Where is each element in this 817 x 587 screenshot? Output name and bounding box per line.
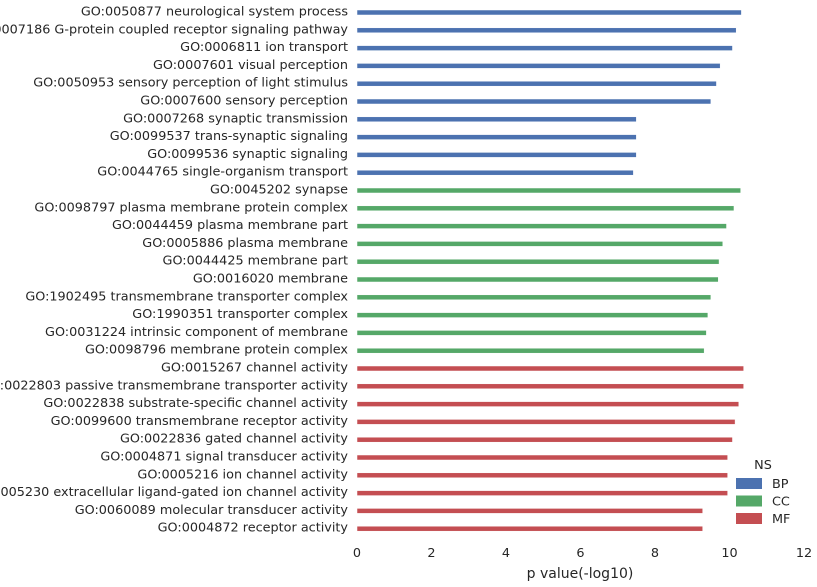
category-label-go-0099537: GO:0099537 trans-synaptic signaling: [110, 129, 348, 144]
category-label-go-0006811: GO:0006811 ion transport: [180, 40, 348, 55]
bar-go-0015267: [356, 365, 744, 372]
category-label-go-0022838: GO:0022838 substrate-specific channel ac…: [43, 396, 348, 411]
category-label-go-0007186: GO:0007186 G-protein coupled receptor si…: [0, 22, 348, 37]
category-label-go-0044459: GO:0044459 plasma membrane part: [112, 218, 348, 233]
bar-go-0060089: [356, 508, 703, 514]
bar-go-0099537: [356, 134, 637, 140]
bar-go-0099536: [356, 152, 637, 158]
bar-go-0007268: [356, 116, 637, 123]
bar-go-0022803: [356, 383, 744, 390]
bar-go-0004872: [356, 525, 703, 532]
category-label-go-0004871: GO:0004871 signal transducer activity: [100, 450, 348, 465]
category-label-go-0015267: GO:0015267 channel activity: [161, 361, 348, 376]
category-label-go-0005886: GO:0005886 plasma membrane: [142, 236, 348, 251]
category-label-go-1902495: GO:1902495 transmembrane transporter com…: [25, 289, 348, 304]
bar-go-0045202: [356, 187, 741, 194]
legend-label-cc: CC: [772, 495, 790, 510]
x-axis-title: p value(-log10): [527, 566, 634, 582]
category-label-go-1990351: GO:1990351 transporter complex: [132, 307, 348, 322]
category-label-go-0016020: GO:0016020 membrane: [193, 272, 348, 287]
category-label-go-0044425: GO:0044425 membrane part: [163, 254, 348, 269]
x-tick-label: 4: [502, 546, 510, 561]
legend-swatch-mf: [736, 513, 762, 524]
bar-go-0007601: [356, 63, 721, 69]
x-tick-label: 12: [796, 546, 812, 561]
bar-go-0044765: [356, 169, 634, 176]
category-label-go-0031224: GO:0031224 intrinsic component of membra…: [45, 325, 348, 340]
bars-layer: [356, 9, 744, 532]
x-tick-label: 0: [353, 546, 361, 561]
category-label-go-0045202: GO:0045202 synapse: [210, 183, 348, 198]
legend-swatch-bp: [736, 478, 762, 489]
category-label-go-0007601: GO:0007601 visual perception: [153, 58, 348, 73]
bar-go-0050877: [356, 9, 742, 16]
category-label-go-0005230: GO:0005230 extracellular ligand-gated io…: [0, 485, 348, 500]
bar-go-0022836: [356, 436, 733, 443]
category-label-go-0007600: GO:0007600 sensory perception: [140, 94, 348, 109]
x-tick-label: 10: [721, 546, 737, 561]
legend-swatch-cc: [736, 495, 762, 507]
category-labels: GO:0050877 neurological system process GO…: [0, 5, 348, 536]
x-tick-label: 2: [427, 546, 435, 561]
x-tick-label: 6: [576, 546, 584, 561]
bar-go-0022838: [356, 401, 740, 407]
category-label-go-0098797: GO:0098797 plasma membrane protein compl…: [34, 200, 348, 215]
category-label-go-0050953: GO:0050953 sensory perception of light s…: [33, 76, 348, 91]
legend-title: NS: [754, 458, 772, 473]
bar-go-1990351: [356, 312, 709, 318]
legend-label-bp: BP: [772, 477, 789, 492]
bar-go-0006811: [356, 45, 733, 51]
category-label-go-0022803: GO:0022803 passive transmembrane transpo…: [0, 378, 348, 393]
category-label-go-0005216: GO:0005216 ion channel activity: [137, 467, 348, 482]
bar-go-1902495: [356, 294, 712, 301]
category-label-go-0098796: GO:0098796 membrane protein complex: [85, 343, 348, 358]
bar-go-0099600: [356, 419, 736, 425]
bar-go-0098797: [356, 205, 735, 212]
legend-label-mf: MF: [772, 512, 790, 527]
bar-go-0005886: [356, 241, 724, 247]
bar-go-0005230: [356, 490, 728, 496]
x-axis-ticks: 0 2 4 6 8 10 12: [353, 546, 812, 561]
category-label-go-0007268: GO:0007268 synaptic transmission: [123, 111, 348, 126]
bar-go-0050953: [356, 80, 717, 87]
bar-go-0098796: [356, 347, 705, 354]
category-label-go-0022836: GO:0022836 gated channel activity: [120, 432, 348, 447]
category-label-go-0099536: GO:0099536 synaptic signaling: [147, 147, 348, 162]
category-label-go-0050877: GO:0050877 neurological system process: [81, 5, 348, 20]
bar-go-0044459: [356, 223, 727, 229]
category-label-go-0044765: GO:0044765 single-organism transport: [97, 165, 348, 180]
x-tick-label: 8: [651, 546, 659, 561]
bar-go-0031224: [356, 330, 707, 336]
category-label-go-0060089: GO:0060089 molecular transducer activity: [75, 503, 349, 518]
legend: NS BP CC MF: [736, 458, 790, 527]
category-label-go-0004872: GO:0004872 receptor activity: [158, 521, 349, 536]
bar-go-0007600: [356, 98, 712, 105]
bar-go-0016020: [356, 276, 719, 283]
bar-go-0005216: [356, 472, 728, 479]
bar-go-0044425: [356, 258, 720, 265]
bar-go-0007186: [356, 27, 737, 34]
bar-go-0004871: [356, 454, 728, 461]
category-label-go-0099600: GO:0099600 transmembrane receptor activi…: [51, 414, 349, 429]
